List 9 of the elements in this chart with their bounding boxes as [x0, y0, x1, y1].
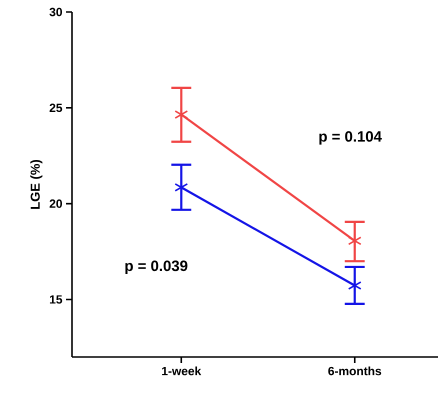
- y-tick-label: 20: [50, 199, 62, 208]
- x-tick-label: 6-months: [328, 366, 382, 376]
- y-axis-title: LGE (%): [30, 160, 42, 209]
- x-tick-label: 1-week: [162, 366, 202, 376]
- y-tick-label: 15: [50, 295, 62, 304]
- y-tick-label: 30: [49, 8, 62, 16]
- y-tick-label: 25: [50, 104, 62, 112]
- annotation: p = 0.104: [319, 131, 382, 145]
- annotation: p = 0.039: [125, 260, 188, 274]
